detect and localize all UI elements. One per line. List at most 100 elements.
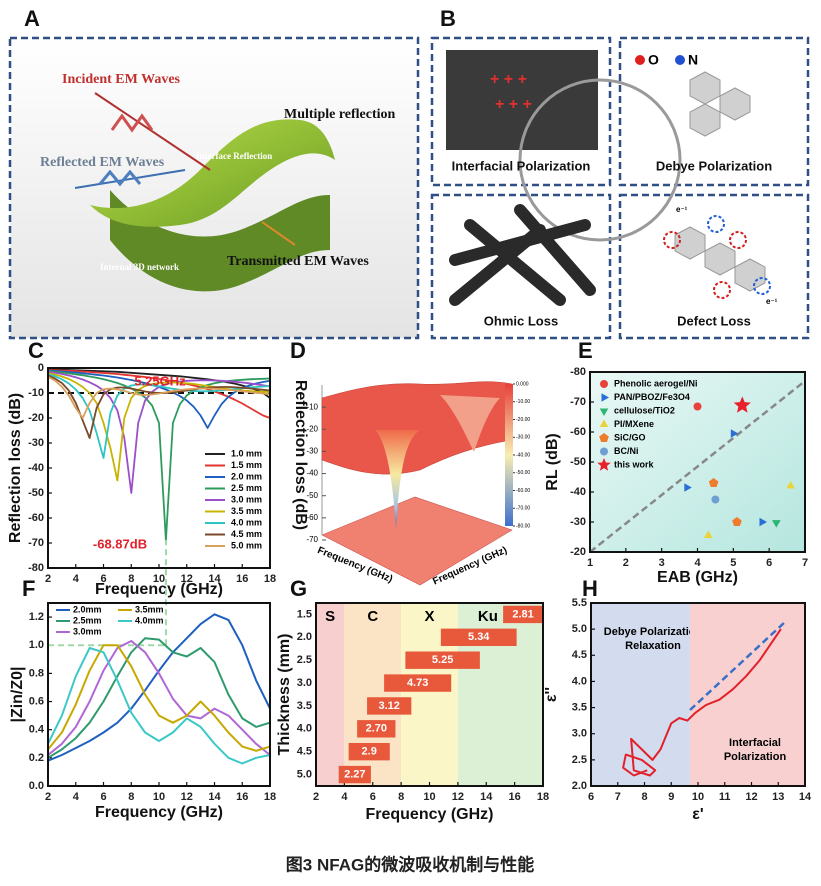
y-axis-label: |Zin/Z0| xyxy=(9,666,26,722)
illustration: + + + xyxy=(490,71,527,88)
y-tick-label: 1.2 xyxy=(29,611,44,623)
colorbar-tick-label: 0.000 xyxy=(516,381,529,387)
panel-frame xyxy=(430,36,612,187)
label: e⁻ xyxy=(505,277,515,287)
legend-label: 2.0 mm xyxy=(231,471,262,481)
data-point xyxy=(732,517,742,526)
region-label: Interfacial xyxy=(729,737,781,749)
y-tick-label: -70 xyxy=(570,396,586,408)
arrow xyxy=(74,169,186,189)
x-tick-label: 12 xyxy=(181,791,193,803)
x-axis-label: Frequency (GHz) xyxy=(95,804,223,821)
colorbar-tick-label: -70.00 xyxy=(516,506,530,512)
x-axis-label: EAB (GHz) xyxy=(657,569,738,586)
band-label: X xyxy=(424,608,434,625)
x-tick-label: 14 xyxy=(799,791,812,803)
plot-frame xyxy=(47,367,271,569)
y-tick-label: -20 xyxy=(570,546,586,558)
colorbar-tick-label: -80.00 xyxy=(516,523,530,529)
x-tick-label: 4 xyxy=(73,573,80,585)
label: Interface Reflection xyxy=(196,151,272,161)
x-axis-label: ε' xyxy=(692,806,703,823)
series-line xyxy=(47,644,271,752)
y-tick-label: -70 xyxy=(28,537,44,549)
legend-label: 5.0 mm xyxy=(231,540,262,550)
arrow xyxy=(94,92,211,171)
y-tick-label: 3.0 xyxy=(572,728,587,740)
x-tick-label: 18 xyxy=(537,791,549,803)
panel-a: A Incident EM Waves Reflected EM Waves I… xyxy=(8,6,420,340)
panel-frame xyxy=(8,36,420,340)
data-point xyxy=(786,481,795,489)
panel-b: B + + + + + + O N e⁻ e⁻¹ e⁻¹ Interfacial… xyxy=(430,6,810,340)
legend-label: 3.0 mm xyxy=(231,494,262,504)
colorbar-tick-label: -50.00 xyxy=(516,470,530,476)
label: Reflected EM Waves xyxy=(40,155,165,170)
panel-letter: H xyxy=(582,576,598,601)
x-tick-label: 2 xyxy=(45,791,51,803)
legend-label: 2.5mm xyxy=(73,615,102,625)
data-point xyxy=(708,478,719,487)
x-tick-label: 10 xyxy=(153,791,165,803)
value-label: 2.27 xyxy=(344,768,365,780)
panel-frame xyxy=(430,193,612,340)
x-tick-label: 6 xyxy=(100,791,106,803)
series-line xyxy=(47,613,271,762)
y-tick-label: -30 xyxy=(28,437,44,449)
label: Interfacial Polarization xyxy=(452,158,591,173)
band xyxy=(316,603,345,786)
x-tick-label: 14 xyxy=(208,791,221,803)
x-tick-label: 8 xyxy=(128,791,134,803)
label: Incident EM Waves xyxy=(62,72,181,87)
panel-letter: C xyxy=(28,338,44,363)
legend-label: SiC/GO xyxy=(614,432,646,442)
value-label: 2.70 xyxy=(366,723,387,735)
x-tick-label: 7 xyxy=(615,791,621,803)
region-label: Polarization xyxy=(724,751,787,763)
rods xyxy=(449,204,596,306)
value-label: 2.9 xyxy=(362,746,377,758)
label: Transmitted EM Waves xyxy=(227,254,369,269)
label: N xyxy=(688,52,698,68)
y-tick-label: 5.0 xyxy=(297,768,312,780)
y-axis-label: RL (dB) xyxy=(544,433,561,490)
y-tick-label: 0 xyxy=(38,362,44,374)
x-tick-label: 10 xyxy=(692,791,704,803)
annotation: 5.25GHz xyxy=(134,373,186,388)
molecule xyxy=(674,226,766,292)
surface-dip xyxy=(375,430,420,528)
legend-label: PI/MXene xyxy=(614,419,654,429)
value-label: 5.25 xyxy=(432,654,453,666)
x-tick-label: 6 xyxy=(766,557,772,569)
x-tick-label: 4 xyxy=(341,791,348,803)
y-tick-label: 0.0 xyxy=(29,780,44,792)
label: e⁻¹ xyxy=(766,297,778,306)
defect-icon xyxy=(729,231,747,249)
y-axis-label: Thickness (mm) xyxy=(276,634,293,756)
y-tick-label: -50 xyxy=(28,487,44,499)
legend-marker xyxy=(599,408,609,416)
panel-letter: E xyxy=(578,338,593,363)
atom-icon xyxy=(635,55,645,65)
floor xyxy=(321,496,513,586)
bar xyxy=(384,674,452,692)
atom-icon xyxy=(675,55,685,65)
arrow xyxy=(261,221,296,246)
series-line xyxy=(47,373,271,459)
z-tick-label: -10 xyxy=(306,402,318,411)
x-tick-label: 2 xyxy=(313,791,319,803)
y-tick-label: -30 xyxy=(570,516,586,528)
y-tick-label: 2.5 xyxy=(297,654,312,666)
series-line xyxy=(622,628,782,777)
panel-frame xyxy=(618,36,810,187)
bar xyxy=(367,697,412,715)
x-axis-label: Frequency (GHz) xyxy=(95,581,223,598)
defect-icon xyxy=(707,215,725,233)
bar xyxy=(338,765,371,784)
x-tick-label: 6 xyxy=(588,791,594,803)
legend-label: PAN/PBOZ/Fe3O4 xyxy=(614,392,690,402)
region-label: Relaxation xyxy=(625,640,681,652)
legend-marker xyxy=(597,458,611,471)
defect-icon xyxy=(713,281,731,299)
